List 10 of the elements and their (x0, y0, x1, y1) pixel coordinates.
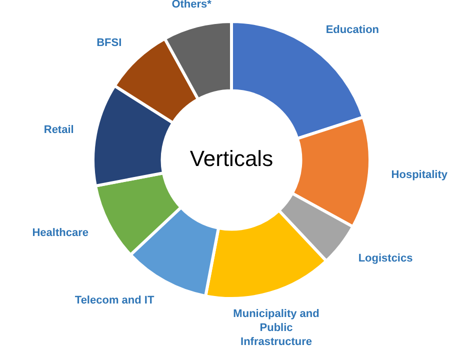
slice-label: Logistcics (358, 252, 413, 264)
slice-label: Retail (44, 124, 74, 136)
slice-label: Telecom and IT (74, 294, 154, 307)
slice-label: Hospitality (391, 169, 448, 182)
slice-label: Education (326, 24, 380, 36)
text: Verticals (190, 146, 274, 172)
slice-label: BFSI (96, 37, 122, 50)
slice-label: Others* (172, 0, 212, 11)
slice-label: Municipality and Public Infrastructure (233, 308, 320, 348)
slice-label: Healthcare (32, 226, 88, 239)
